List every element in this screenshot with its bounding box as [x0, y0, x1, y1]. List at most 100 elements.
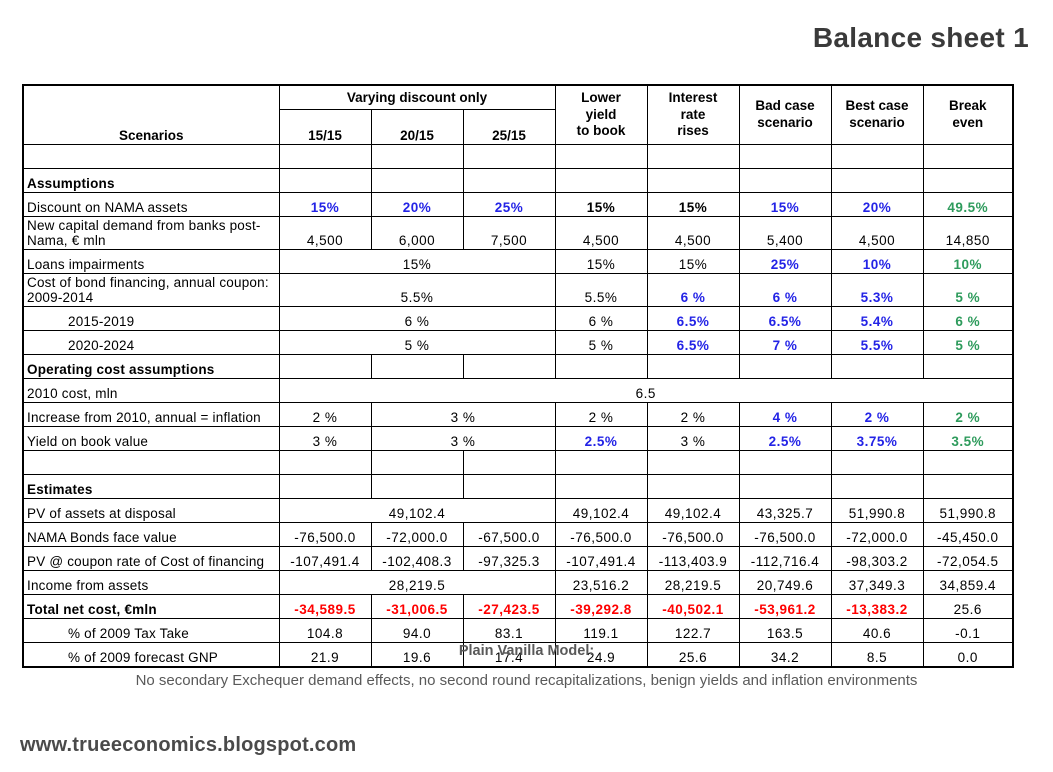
cell-value: -72,054.5: [922, 546, 1014, 571]
cell-empty: [370, 144, 464, 169]
row-label-discount-on-nama-assets: Discount on NAMA assets: [22, 192, 280, 217]
cell-value: -31,006.5: [370, 594, 464, 619]
row-label-of-2009-forecast-gnp: % of 2009 forecast GNP: [22, 642, 280, 668]
cell-empty: [554, 474, 648, 499]
cell-empty: [462, 450, 556, 475]
table-row-2015-2019: 2015-2019 6 % 6 % 6.5% 6.5% 5.4% 6 %: [22, 306, 1014, 331]
table-row-operating-cost-assumptions: Operating cost assumptions: [22, 354, 1014, 379]
cell-value: 4 %: [738, 402, 832, 427]
cell-empty: [830, 354, 924, 379]
cell-value: 15%: [554, 192, 648, 217]
col-header-varying-discount-only: Varying discount only: [278, 84, 556, 110]
cell-value: 2 %: [646, 402, 740, 427]
cell-value: 40.6: [830, 618, 924, 643]
cell-empty: [278, 474, 372, 499]
cell-value: -0.1: [922, 618, 1014, 643]
cell-value: 3 %: [646, 426, 740, 451]
cell-value: 6.5%: [738, 306, 832, 331]
cell-value: 51,990.8: [830, 498, 924, 523]
cell-empty: [922, 474, 1014, 499]
cell-empty: [462, 354, 556, 379]
row-spacer-label: [22, 144, 280, 169]
cell-value: 6,000: [370, 216, 464, 250]
cell-empty: [738, 168, 832, 193]
table-row-2010-cost-mln: 2010 cost, mln 6.5: [22, 378, 1014, 403]
row-label-2020-2024: 2020-2024: [22, 330, 280, 355]
cell-value: 5.3%: [830, 273, 924, 307]
cell-value: -76,500.0: [646, 522, 740, 547]
website-text: www.trueeconomics.blogspot.com: [20, 734, 357, 756]
cell-value: -13,383.2: [830, 594, 924, 619]
cell-value: 28,219.5: [646, 570, 740, 595]
cell-value: 8.5: [830, 642, 924, 668]
cell-value: 5 %: [922, 330, 1014, 355]
cell-empty: [738, 144, 832, 169]
cell-value: 4,500: [554, 216, 648, 250]
row-label-2015-2019: 2015-2019: [22, 306, 280, 331]
cell-value: 2.5%: [738, 426, 832, 451]
cell-empty: [278, 450, 372, 475]
row-label-2010-cost-mln: 2010 cost, mln: [22, 378, 280, 403]
cell-empty: [830, 474, 924, 499]
cell-value: 2 %: [830, 402, 924, 427]
cell-value: -107,491.4: [278, 546, 372, 571]
cell-empty: [646, 168, 740, 193]
cell-empty: [646, 144, 740, 169]
header-row-2: 15/15 20/15 25/15: [23, 109, 1013, 145]
cell-value: 5.5%: [554, 273, 648, 307]
cell-value: 43,325.7: [738, 498, 832, 523]
cell-empty: [554, 144, 648, 169]
cell-value: 49,102.4: [554, 498, 648, 523]
cell-value: 2 %: [554, 402, 648, 427]
cell-value: -53,961.2: [738, 594, 832, 619]
table-row-blank: [22, 144, 1014, 169]
cell-value: 10%: [830, 249, 924, 274]
cell-empty: [922, 354, 1014, 379]
cell-value: 5 %: [278, 330, 556, 355]
cell-value: 3 %: [370, 402, 556, 427]
cell-value: 2.5%: [554, 426, 648, 451]
cell-value: 25%: [738, 249, 832, 274]
cell-empty: [370, 450, 464, 475]
cell-value: 4,500: [646, 216, 740, 250]
cell-value: 4,500: [278, 216, 372, 250]
cell-value: 15%: [278, 249, 556, 274]
cell-value: 14,850: [922, 216, 1014, 250]
table-row-estimates: Estimates: [22, 474, 1014, 499]
cell-value: 15%: [738, 192, 832, 217]
cell-value: 17.4: [462, 642, 556, 668]
col-header-bad-case-scenario: Bad case scenario: [738, 84, 832, 145]
cell-empty: [922, 168, 1014, 193]
table-row-income-from-assets: Income from assets 28,219.5 23,516.2 28,219…: [22, 570, 1014, 595]
cell-value: 28,219.5: [278, 570, 556, 595]
cell-value: 3.5%: [922, 426, 1014, 451]
row-label-yield-on-book-value: Yield on book value: [22, 426, 280, 451]
cell-value: 49,102.4: [646, 498, 740, 523]
cell-value: -72,000.0: [830, 522, 924, 547]
cell-value: -97,325.3: [462, 546, 556, 571]
cell-empty: [278, 144, 372, 169]
cell-empty: [646, 450, 740, 475]
cell-value: -34,589.5: [278, 594, 372, 619]
cell-value: -76,500.0: [738, 522, 832, 547]
cell-empty: [462, 168, 556, 193]
cell-value: 5.5%: [830, 330, 924, 355]
cell-value: 3 %: [278, 426, 372, 451]
cell-empty: [646, 354, 740, 379]
col-header-scenarios: Scenarios: [22, 84, 280, 145]
cell-value: -113,403.9: [646, 546, 740, 571]
cell-empty: [830, 450, 924, 475]
cell-value: -45,450.0: [922, 522, 1014, 547]
cell-value: -76,500.0: [278, 522, 372, 547]
cell-value: 25.6: [922, 594, 1014, 619]
cell-value: 2 %: [922, 402, 1014, 427]
cell-empty: [370, 474, 464, 499]
cell-value: 6.5%: [646, 330, 740, 355]
cell-value: 3.75%: [830, 426, 924, 451]
cell-empty: [646, 474, 740, 499]
col-header-25-15: 25/15: [462, 109, 556, 145]
cell-value: 5 %: [554, 330, 648, 355]
cell-empty: [738, 354, 832, 379]
table-row-nama-bonds-face-value: NAMA Bonds face value -76,500.0 -72,000.0-…: [22, 522, 1014, 547]
